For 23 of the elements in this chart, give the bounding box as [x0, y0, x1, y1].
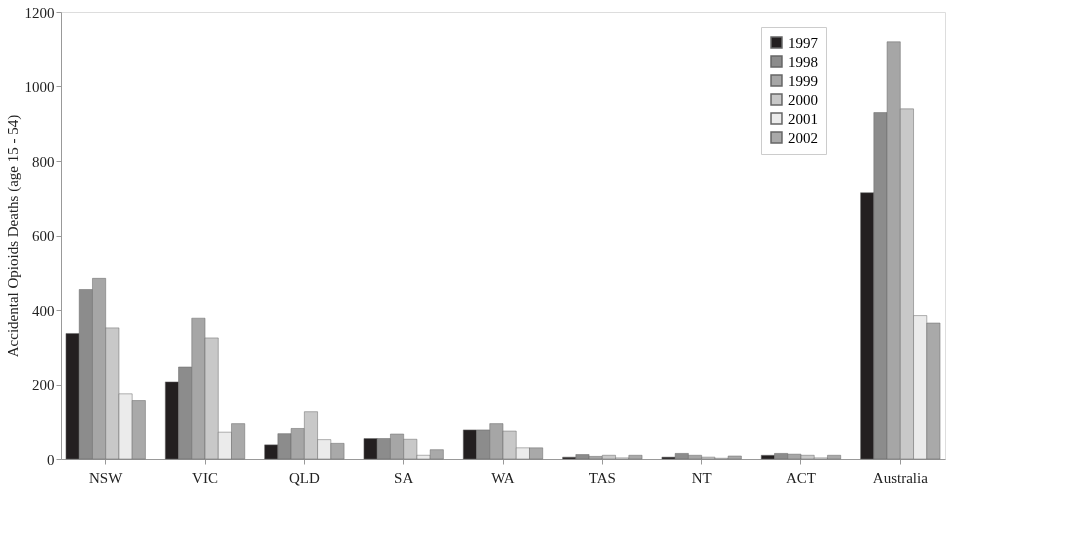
x-tick-label: TAS	[588, 469, 616, 486]
x-tick-label: NT	[691, 469, 712, 486]
y-tick-label: 1000	[24, 79, 55, 95]
legend-label: 2000	[788, 91, 818, 108]
y-tick-label: 800	[32, 153, 55, 170]
y-tick-label: 1200	[24, 4, 55, 21]
legend-label: 2002	[788, 129, 818, 146]
y-axis-title: Accidental Opioids Deaths (age 15 - 54)	[4, 114, 22, 358]
legend-label: 1998	[788, 53, 818, 70]
legend-label: 2001	[788, 110, 818, 127]
legend-label: 1997	[788, 34, 819, 51]
x-tick-label: NSW	[89, 469, 124, 486]
y-tick-label: 200	[32, 377, 55, 393]
y-tick-label: 600	[32, 228, 55, 244]
x-tick-label: SA	[394, 469, 414, 486]
x-tick-label: Australia	[872, 469, 929, 486]
x-tick-label: ACT	[785, 469, 816, 486]
y-tick-label: 0	[47, 451, 55, 468]
x-tick-label: VIC	[192, 469, 218, 486]
x-tick-label: QLD	[288, 469, 320, 486]
x-tick-label: WA	[491, 469, 515, 486]
y-tick-label: 400	[32, 302, 55, 319]
legend-label: 1999	[788, 72, 818, 89]
